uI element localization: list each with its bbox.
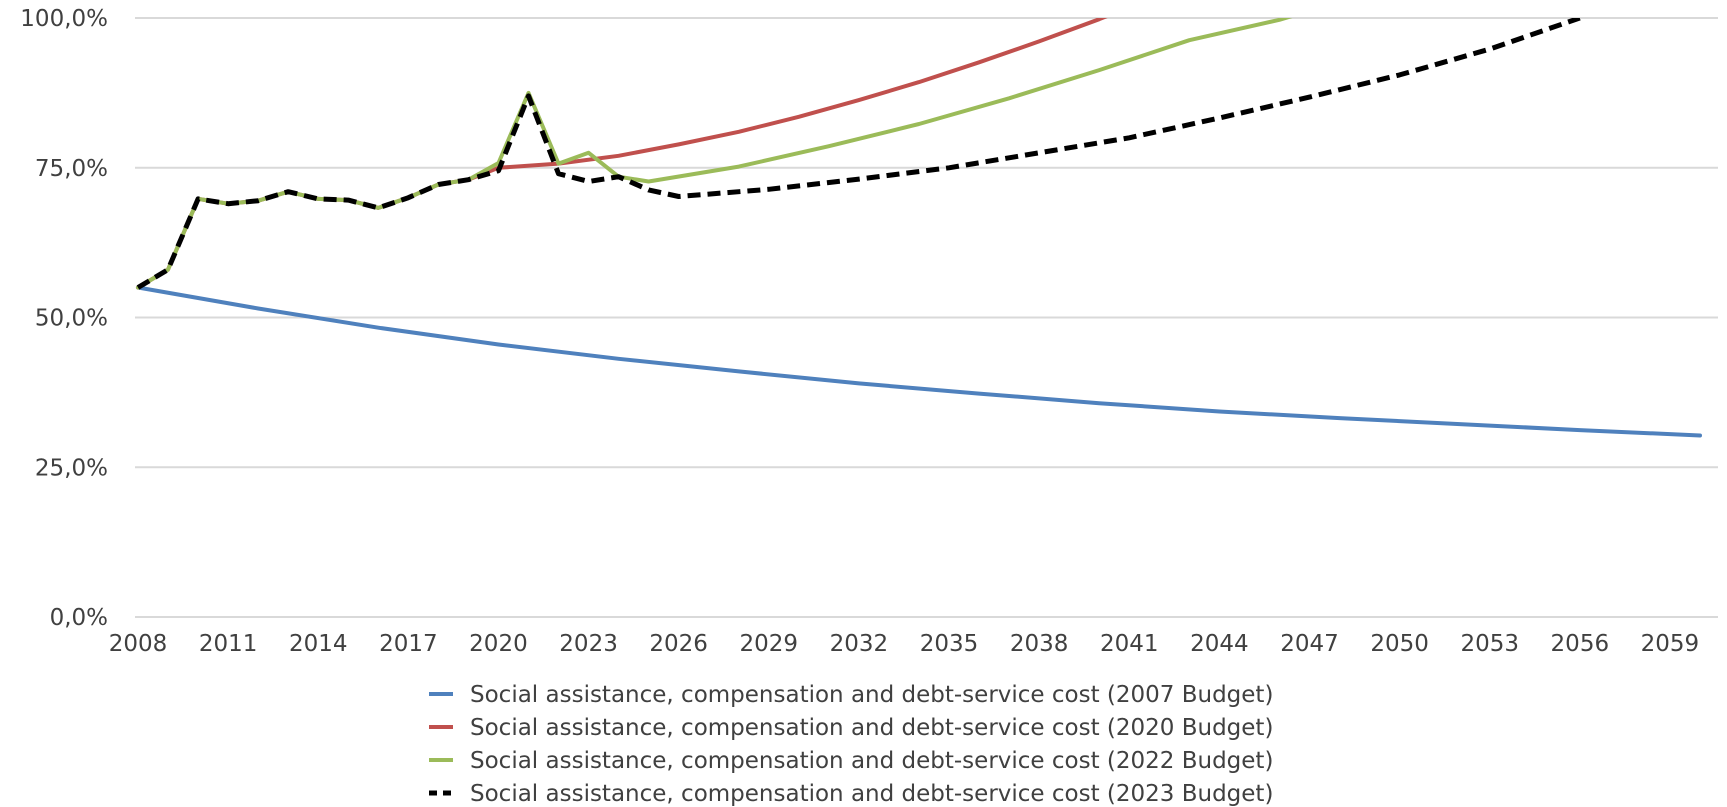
y-tick-label: 0,0% xyxy=(50,605,108,631)
y-axis-tick-labels: 0,0% 25,0% 50,0% 75,0% 100,0% xyxy=(20,6,108,631)
x-tick-label: 2038 xyxy=(1010,631,1069,657)
x-tick-label: 2059 xyxy=(1641,631,1700,657)
y-tick-label: 100,0% xyxy=(20,6,108,32)
y-tick-label: 25,0% xyxy=(35,455,108,481)
x-tick-label: 2044 xyxy=(1190,631,1249,657)
x-tick-label: 2017 xyxy=(379,631,438,657)
x-tick-label: 2047 xyxy=(1280,631,1339,657)
y-tick-label: 75,0% xyxy=(35,156,108,182)
series-line-1 xyxy=(136,285,1702,438)
x-tick-label: 2023 xyxy=(559,631,618,657)
series-line-4 xyxy=(136,18,1581,290)
x-tick-label: 2029 xyxy=(740,631,799,657)
legend-label-1: Social assistance, compensation and debt… xyxy=(470,682,1273,708)
series-line-2 xyxy=(136,18,1108,290)
series-lines xyxy=(136,18,1702,438)
x-tick-label: 2041 xyxy=(1100,631,1159,657)
y-tick-label: 50,0% xyxy=(35,306,108,332)
legend-label-4: Social assistance, compensation and debt… xyxy=(470,781,1273,807)
x-tick-label: 2056 xyxy=(1551,631,1610,657)
x-axis-tick-labels: 2008 2011 2014 2017 2020 2023 2026 2029 2032 2035… xyxy=(109,631,1699,657)
x-tick-label: 2026 xyxy=(649,631,708,657)
x-tick-label: 2020 xyxy=(469,631,528,657)
x-tick-label: 2050 xyxy=(1370,631,1429,657)
legend: Social assistance, compensation and debt… xyxy=(429,682,1273,807)
x-tick-label: 2035 xyxy=(920,631,979,657)
x-tick-label: 2008 xyxy=(109,631,168,657)
x-tick-label: 2011 xyxy=(199,631,258,657)
x-tick-label: 2053 xyxy=(1460,631,1519,657)
gridlines xyxy=(135,17,1718,618)
x-tick-label: 2014 xyxy=(289,631,348,657)
legend-label-3: Social assistance, compensation and debt… xyxy=(470,748,1273,774)
series-line-3 xyxy=(136,18,1293,290)
legend-label-2: Social assistance, compensation and debt… xyxy=(470,715,1273,741)
x-tick-label: 2032 xyxy=(830,631,889,657)
